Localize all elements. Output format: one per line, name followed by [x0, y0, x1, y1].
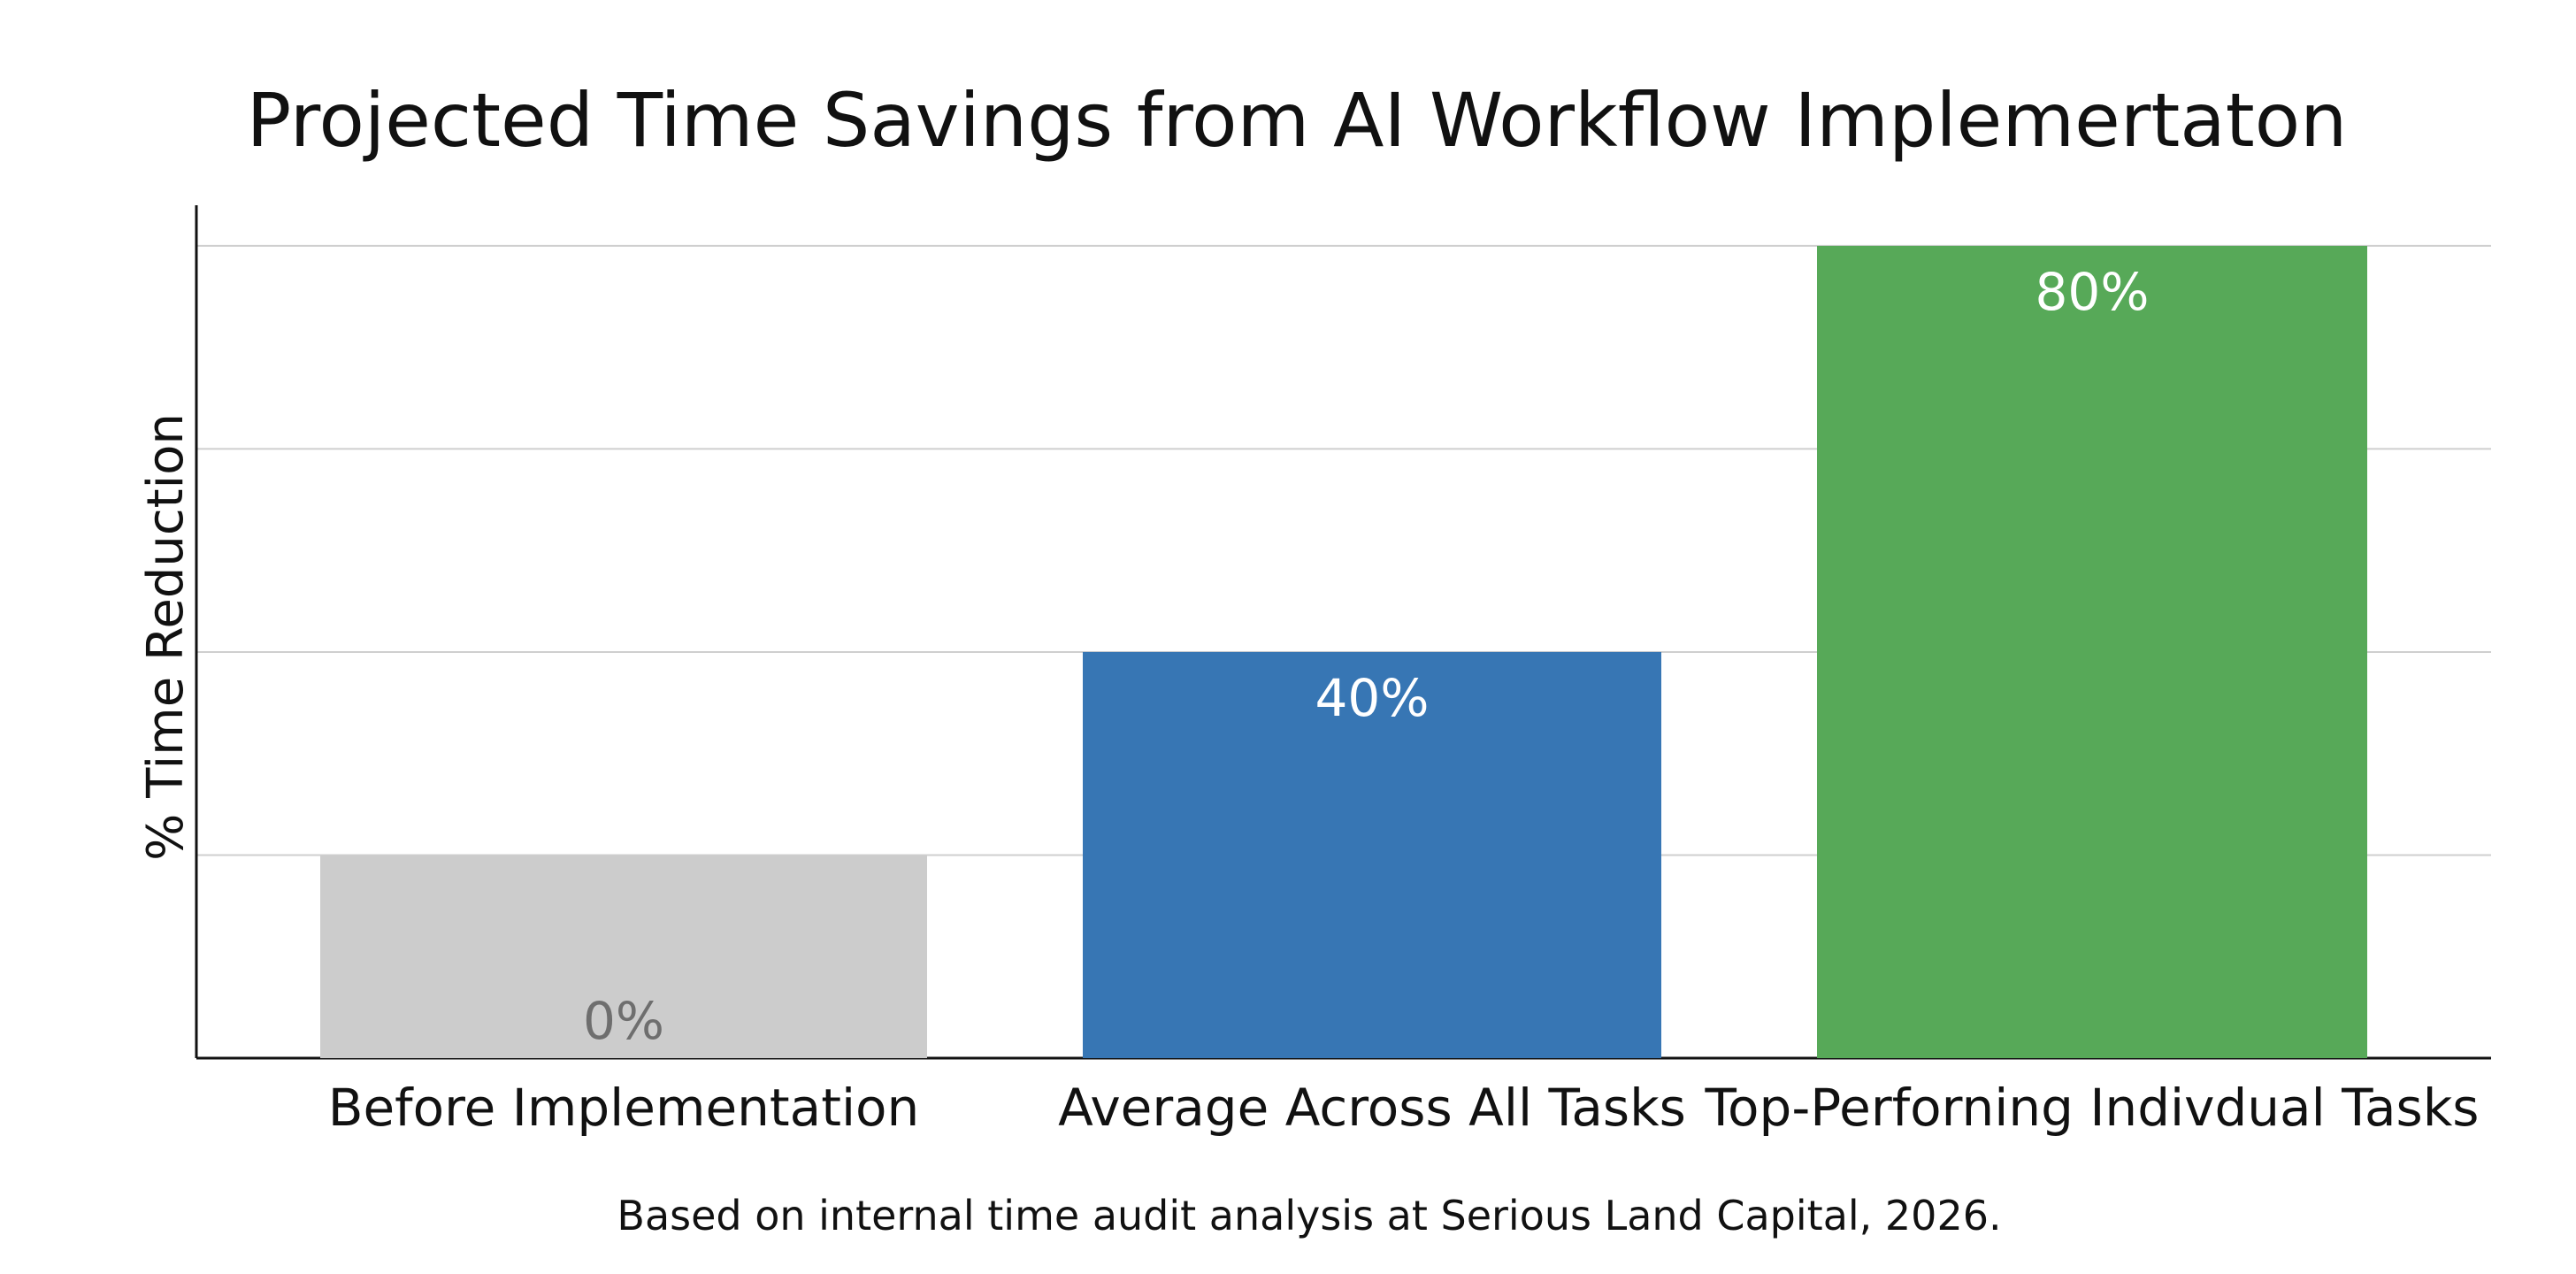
category-label-2: Average Across All Tasks — [1058, 1078, 1686, 1138]
chart-caption: Based on internal time audit analysis at… — [617, 1192, 2001, 1239]
data-label-2: 40% — [1315, 668, 1430, 728]
y-axis-label: % Time Reduction — [137, 413, 195, 861]
data-label-3: 80% — [2036, 262, 2150, 322]
category-label-1: Before Implementation — [328, 1078, 920, 1138]
data-label-1: 0% — [583, 991, 664, 1051]
chart-title: Projected Time Savings from AI Workflow … — [247, 77, 2348, 164]
bar-1 — [320, 855, 927, 1058]
category-label-3: Top-Perforning Indivdual Tasks — [1704, 1078, 2479, 1138]
bars: 0% 40% 80% — [320, 245, 2367, 1058]
bar-3 — [1817, 245, 2367, 1058]
bar-2 — [1083, 651, 1661, 1058]
category-labels: Before Implementation Average Across All … — [328, 1078, 2480, 1138]
